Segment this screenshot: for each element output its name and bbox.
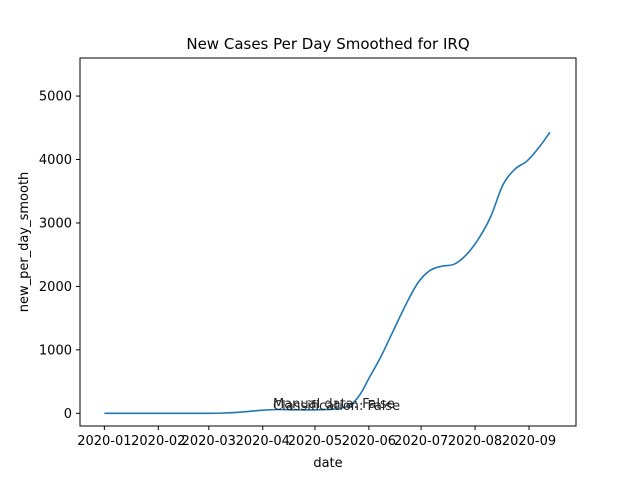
x-axis-title: date <box>313 456 342 471</box>
series-layer <box>104 131 551 415</box>
x-tick-label: 2020-04 <box>236 434 290 449</box>
x-tick-label: 2020-02 <box>131 434 185 449</box>
y-tick-label: 0 <box>64 407 72 422</box>
y-axis: 0 1000 2000 3000 4000 5000 <box>39 90 80 422</box>
y-tick-label: 1000 <box>39 343 72 358</box>
x-tick-label: 2020-07 <box>394 434 448 449</box>
x-tick-label: 2020-09 <box>502 434 556 449</box>
y-tick-label: 2000 <box>39 280 72 295</box>
chart-annotation: Manual data: False <box>273 397 395 412</box>
y-tick-label: 3000 <box>39 216 72 231</box>
x-tick-label: 2020-06 <box>342 434 396 449</box>
chart-annotation: Classification: False <box>273 399 400 414</box>
chart-title: New Cases Per Day Smoothed for IRQ <box>186 35 469 53</box>
y-axis-title: new_per_day_smooth <box>17 172 32 313</box>
series-line <box>104 131 551 415</box>
y-tick-label: 4000 <box>39 153 72 168</box>
plot-area <box>79 57 577 427</box>
y-tick-label: 5000 <box>39 90 72 105</box>
x-tick-label: 2020-03 <box>182 434 236 449</box>
x-tick-label: 2020-08 <box>448 434 502 449</box>
x-tick-label: 2020-05 <box>288 434 342 449</box>
x-tick-label: 2020-01 <box>77 434 131 449</box>
